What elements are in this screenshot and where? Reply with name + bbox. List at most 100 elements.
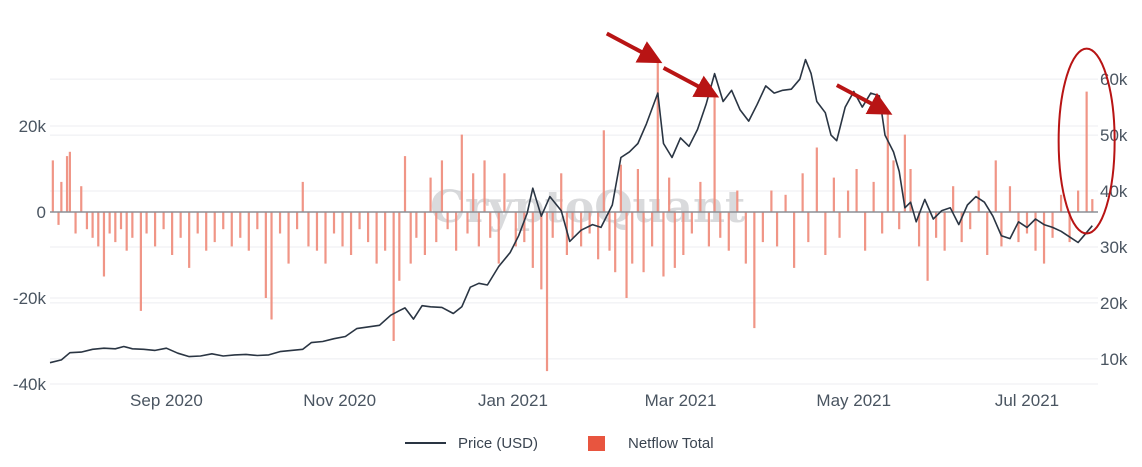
netflow-bar [440, 160, 444, 212]
netflow-bar [719, 212, 722, 238]
y-right-tick-label: 20k [1100, 294, 1128, 313]
netflow-bar [662, 212, 665, 277]
legend-price-label: Price (USD) [458, 435, 538, 452]
netflow-bar [943, 212, 946, 251]
netflow-bar [102, 212, 106, 277]
netflow-bar [656, 61, 659, 212]
netflow-bar [952, 186, 955, 212]
netflow-bar [131, 212, 134, 238]
netflow-bar [503, 173, 506, 212]
netflow-bar [307, 212, 310, 247]
netflow-bar [832, 177, 835, 212]
netflow-bar [51, 160, 54, 212]
annotation-arrow [835, 83, 893, 115]
netflow-bar [625, 212, 628, 298]
netflow-bar [977, 190, 980, 212]
netflow-bar [690, 212, 693, 234]
legend-netflow-label: Netflow Total [628, 435, 714, 452]
netflow-bar [222, 212, 225, 230]
netflow-bar [119, 212, 123, 230]
netflow-bar [580, 212, 583, 247]
y-left-tick-label: 20k [19, 117, 47, 136]
netflow-bar [815, 147, 818, 212]
netflow-bar [614, 212, 617, 273]
netflow-bar [125, 212, 128, 251]
gridlines [50, 78, 1098, 385]
legend-netflow-swatch [588, 436, 605, 451]
netflow-bars [51, 61, 1094, 372]
netflow-bar [80, 186, 83, 212]
netflow-bar [602, 130, 605, 212]
netflow-bar [315, 212, 319, 251]
netflow-bar [838, 212, 841, 238]
netflow-bar [736, 190, 739, 212]
netflow-bar [196, 212, 199, 234]
y-right-tick-label: 10k [1100, 350, 1128, 369]
netflow-bar [398, 212, 401, 281]
y-right-tick-label: 40k [1100, 182, 1128, 201]
netflow-bar [1068, 212, 1071, 243]
netflow-bar [230, 212, 233, 247]
netflow-bar [935, 212, 938, 238]
netflow-bar [460, 134, 463, 212]
netflow-bar [531, 212, 534, 268]
price-line [49, 58, 1093, 364]
netflow-bar [926, 212, 929, 281]
netflow-bar [145, 212, 148, 234]
netflow-bar [1059, 194, 1063, 212]
netflow-bar [898, 212, 901, 230]
netflow-bar [631, 212, 634, 264]
netflow-bar [1091, 199, 1094, 212]
netflow-bar [497, 212, 500, 264]
netflow-bar [68, 151, 71, 212]
netflow-bar [986, 212, 989, 255]
netflow-bar [608, 212, 611, 251]
netflow-bar [74, 212, 77, 234]
netflow-bar [264, 212, 267, 298]
netflow-bar [784, 194, 787, 212]
netflow-bar [349, 212, 353, 255]
annotation-arrow [605, 31, 663, 64]
netflow-bar [466, 212, 469, 234]
netflow-bar [57, 212, 60, 225]
x-tick-label: Sep 2020 [130, 391, 203, 410]
y-left-tick-label: -40k [13, 375, 47, 394]
annotations [605, 31, 1116, 235]
netflow-bar [324, 212, 327, 264]
netflow-bar [341, 212, 344, 247]
x-tick-label: May 2021 [816, 391, 891, 410]
netflow-bar [171, 212, 174, 255]
netflow-bar [301, 181, 304, 212]
netflow-bar [472, 173, 475, 212]
netflow-bar [713, 95, 716, 212]
netflow-bar [375, 212, 378, 264]
netflow-bar [139, 212, 142, 311]
netflow-bar [807, 212, 810, 243]
netflow-bar [994, 160, 997, 212]
netflow-bar [188, 212, 191, 268]
netflow-bar [761, 212, 764, 243]
netflow-bar [205, 212, 208, 251]
netflow-bar [162, 212, 165, 230]
netflow-bar [415, 212, 418, 238]
netflow-bar [409, 212, 412, 264]
netflow-bar [775, 212, 779, 247]
annotation-ellipse [1057, 47, 1116, 235]
netflow-bar [287, 212, 290, 264]
netflow-bar [514, 212, 517, 247]
netflow-bar [489, 212, 492, 238]
netflow-bar [1042, 212, 1046, 264]
x-tick-label: Nov 2020 [303, 391, 376, 410]
netflow-bar [483, 160, 486, 212]
netflow-bar [673, 212, 676, 268]
netflow-bar [881, 212, 884, 234]
netflow-bar [540, 212, 543, 290]
netflow-bar [969, 212, 972, 230]
netflow-bar [846, 190, 850, 212]
netflow-bar [727, 212, 730, 251]
netflow-bar [1034, 212, 1037, 251]
netflow-bar [392, 212, 395, 341]
annotation-arrow [662, 66, 720, 98]
netflow-bar [114, 212, 117, 243]
